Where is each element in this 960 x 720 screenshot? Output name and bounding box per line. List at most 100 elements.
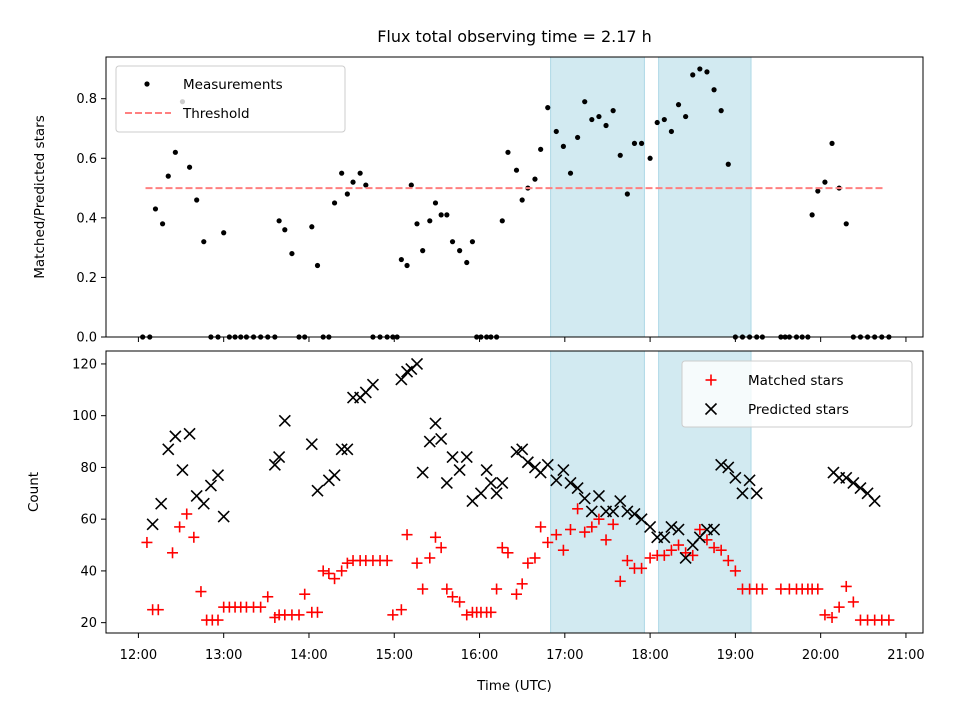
measurement-point [631,140,638,146]
matched-star-point [756,583,768,595]
matched-star-point [293,609,305,621]
legend-matched-label: Matched stars [748,373,844,389]
predicted-star-point [440,476,453,490]
predicted-star-point [176,463,189,477]
predicted-star-point [146,518,159,531]
predicted-star-point [707,523,721,536]
matched-star-point [174,521,186,533]
bottom-x-axis-label: Time (UTC) [476,678,552,694]
measurement-point [718,108,724,114]
measurement-point [725,161,731,167]
measurement-point [532,176,538,182]
measurement-point [432,200,439,206]
matched-star-point [607,518,619,530]
predicted-star-point [328,469,341,482]
predicted-star-point [273,451,286,464]
x-tick-label: 20:00 [802,648,839,663]
matched-star-point [819,609,831,621]
matched-star-point [181,508,193,520]
matched-star-point [826,611,838,623]
matched-star-point [729,565,741,577]
matched-star-point [496,542,508,554]
predicted-star-point [183,427,196,440]
measurement-point [654,119,660,126]
matched-star-point [833,601,845,613]
measurement-point [469,239,476,245]
measurement-point [444,212,450,218]
matched-star-point [516,578,528,590]
predicted-star-point [416,466,429,479]
measurement-point [575,134,581,141]
predicted-star-point [592,489,605,502]
matched-star-point [565,524,577,536]
bottom-y-axis-label: Count [26,472,42,512]
predicted-star-point [474,487,488,500]
predicted-star-point [614,494,627,508]
measurement-point [449,239,456,245]
measurement-point [457,248,463,254]
measurement-point [194,197,200,203]
measurement-point [553,128,559,135]
x-tick-label: 17:00 [546,648,583,663]
measurement-point [519,197,525,203]
matched-star-point [323,567,335,579]
top-panel: 0.0 0.2 0.4 0.6 0.8 Flux total observing tim… [32,27,924,346]
predicted-star-point [607,505,620,518]
matched-star-point [535,521,547,533]
matched-star-point [557,544,569,556]
matched-star-point [411,557,423,569]
matched-star-point [593,513,605,525]
measurement-point [427,218,433,224]
legend-measurements-marker [144,81,150,87]
matched-star-point [673,539,685,551]
matched-star-point [614,575,626,587]
y-tick-label: 0.0 [76,331,97,346]
legend-predicted-marker [704,402,718,416]
matched-star-point [441,583,453,595]
bottom-plot-marks [141,357,895,626]
measurement-point [505,149,511,155]
y-tick-label: 120 [72,357,97,372]
x-tick-label: 18:00 [631,648,668,663]
y-tick-label: 20 [80,616,97,631]
predicted-star-point [490,487,503,500]
matched-star-point [522,557,534,569]
measurement-point [350,179,356,185]
matched-star-point [485,606,497,618]
predicted-star-point [460,451,473,464]
measurement-point [289,250,295,257]
top-y-ticks: 0.0 0.2 0.4 0.6 0.8 [76,92,106,346]
predicted-star-point [854,482,867,495]
y-tick-label: 40 [80,564,97,579]
top-x-ticks [137,337,907,342]
measurement-point [582,99,588,105]
x-tick-label: 14:00 [290,648,327,663]
y-tick-label: 60 [80,513,97,528]
bottom-x-ticks: 12:00 13:00 14:00 15:00 16:00 17:00 18:00 19:00… [120,633,925,663]
y-tick-label: 0.8 [76,92,97,107]
y-tick-label: 80 [80,461,97,476]
matched-star-point [708,542,720,554]
measurement-point [683,113,689,120]
matched-star-point [395,604,407,616]
top-plot-marks [140,66,892,340]
predicted-star-point [644,520,657,533]
matched-star-point [195,586,207,598]
matched-star-point [401,529,413,541]
predicted-star-point [480,463,493,477]
measurement-point [420,248,426,254]
measurement-point [159,221,166,227]
top-y-axis-label: Matched/Predicted stars [32,115,48,278]
predicted-star-point [722,461,735,474]
predicted-star-point [217,510,230,523]
matched-star-point [572,503,584,515]
matched-star-point [454,596,466,608]
measurement-point [438,212,444,218]
matched-star-point [387,609,399,621]
measurement-point [331,200,338,206]
top-legend: Measurements Threshold [115,65,346,133]
measurement-point [822,179,828,185]
matched-star-point [311,606,323,618]
bottom-panel: 20 40 60 80 100 120 12:00 13:00 14:00 15:00 16:00… [26,350,925,694]
measurement-point [843,221,849,227]
